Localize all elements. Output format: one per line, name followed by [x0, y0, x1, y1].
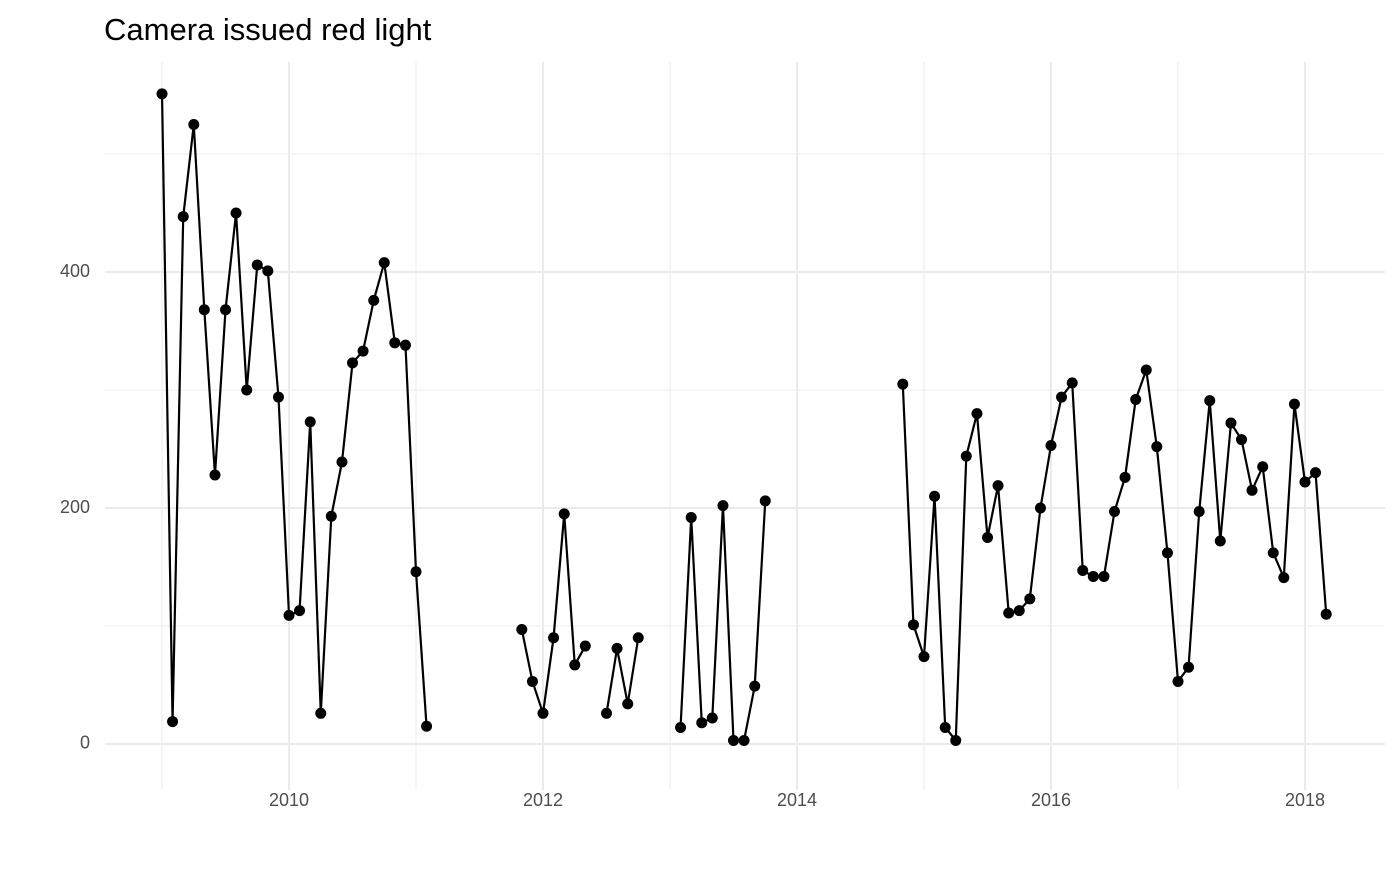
- point: [220, 304, 232, 316]
- point: [759, 495, 771, 507]
- point: [601, 707, 613, 719]
- x-tick-label: 2016: [1031, 790, 1071, 810]
- point: [992, 480, 1004, 492]
- point: [939, 721, 951, 733]
- point: [368, 294, 380, 306]
- point: [1278, 572, 1290, 584]
- point: [1310, 467, 1322, 479]
- point: [230, 207, 242, 219]
- point: [982, 532, 994, 544]
- point: [558, 508, 570, 520]
- chart-title: Camera issued red light: [104, 12, 432, 47]
- point: [1077, 565, 1089, 577]
- point: [738, 734, 750, 746]
- point: [706, 712, 718, 724]
- point: [717, 500, 729, 512]
- point: [1225, 417, 1237, 429]
- point: [251, 259, 263, 271]
- point: [622, 698, 634, 710]
- point: [929, 490, 941, 502]
- x-tick-label: 2018: [1285, 790, 1325, 810]
- point: [526, 675, 538, 687]
- point: [1257, 461, 1269, 473]
- point: [579, 640, 591, 652]
- point: [918, 651, 930, 663]
- point: [1045, 439, 1057, 451]
- point: [728, 734, 740, 746]
- point: [1056, 391, 1068, 403]
- point: [209, 469, 221, 481]
- point: [897, 378, 909, 390]
- point: [347, 357, 359, 369]
- x-tick-label: 2012: [523, 790, 563, 810]
- point: [1098, 570, 1110, 582]
- point: [537, 707, 549, 719]
- point: [675, 721, 687, 733]
- point: [177, 211, 189, 223]
- point: [611, 642, 623, 654]
- point: [399, 339, 411, 351]
- x-tick-label: 2014: [777, 790, 817, 810]
- y-tick-label: 0: [80, 733, 90, 753]
- point: [960, 450, 972, 462]
- point: [1246, 484, 1258, 496]
- point: [156, 88, 168, 100]
- point: [241, 384, 253, 396]
- point: [357, 345, 369, 357]
- point: [283, 609, 295, 621]
- point: [325, 510, 337, 522]
- point: [304, 416, 316, 428]
- point: [1130, 393, 1142, 405]
- point: [1235, 434, 1247, 446]
- point: [1288, 398, 1300, 410]
- point: [410, 566, 422, 578]
- point: [315, 707, 327, 719]
- point: [1034, 502, 1046, 514]
- point: [1087, 570, 1099, 582]
- y-tick-label: 400: [60, 261, 90, 281]
- point: [1161, 547, 1173, 559]
- point: [188, 119, 200, 131]
- point: [696, 717, 708, 729]
- point: [1267, 547, 1279, 559]
- point: [389, 337, 401, 349]
- point: [749, 680, 761, 692]
- point: [685, 511, 697, 523]
- point: [1320, 608, 1332, 620]
- point: [1193, 506, 1205, 518]
- point: [1024, 593, 1036, 605]
- point: [548, 632, 560, 644]
- point: [1119, 471, 1131, 483]
- point: [1066, 377, 1078, 389]
- point: [198, 304, 210, 316]
- point: [1140, 364, 1152, 376]
- point: [950, 734, 962, 746]
- point: [1172, 675, 1184, 687]
- point: [262, 265, 274, 277]
- point: [1183, 661, 1195, 673]
- point: [516, 624, 528, 636]
- y-tick-label: 200: [60, 497, 90, 517]
- point: [336, 456, 348, 468]
- point: [1299, 476, 1311, 488]
- point: [1214, 535, 1226, 547]
- point: [1108, 506, 1120, 518]
- point: [632, 632, 644, 644]
- point: [1204, 395, 1216, 407]
- point: [971, 408, 983, 420]
- point: [167, 716, 179, 728]
- point: [1003, 607, 1015, 619]
- point: [1013, 605, 1025, 617]
- point: [378, 257, 390, 269]
- x-tick-label: 2010: [269, 790, 309, 810]
- point: [272, 391, 284, 403]
- point: [907, 619, 919, 631]
- point: [569, 659, 581, 671]
- point: [421, 720, 433, 732]
- point: [294, 605, 306, 617]
- point: [1151, 441, 1163, 453]
